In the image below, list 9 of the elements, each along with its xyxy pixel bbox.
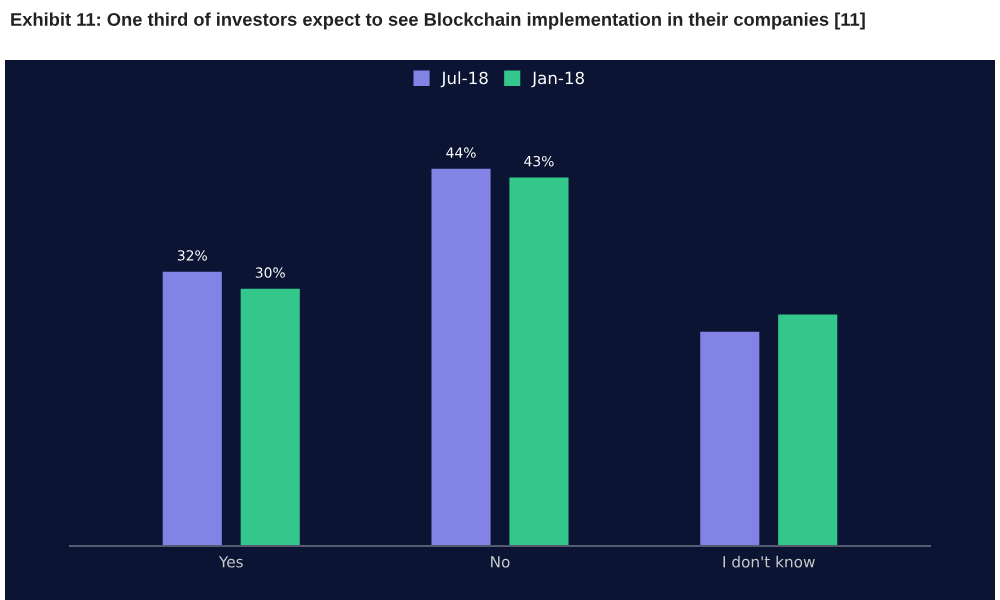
legend-label: Jul-18 [440,71,488,88]
bar [778,314,838,546]
bar [700,331,760,546]
bar [431,168,491,546]
chart-title: Exhibit 11: One third of investors expect to see Blockchain implementation in their companies [11] [11,12,865,30]
bar [162,271,222,546]
bar [240,288,300,546]
bar [509,177,569,546]
legend-label: Jan-18 [531,71,584,88]
